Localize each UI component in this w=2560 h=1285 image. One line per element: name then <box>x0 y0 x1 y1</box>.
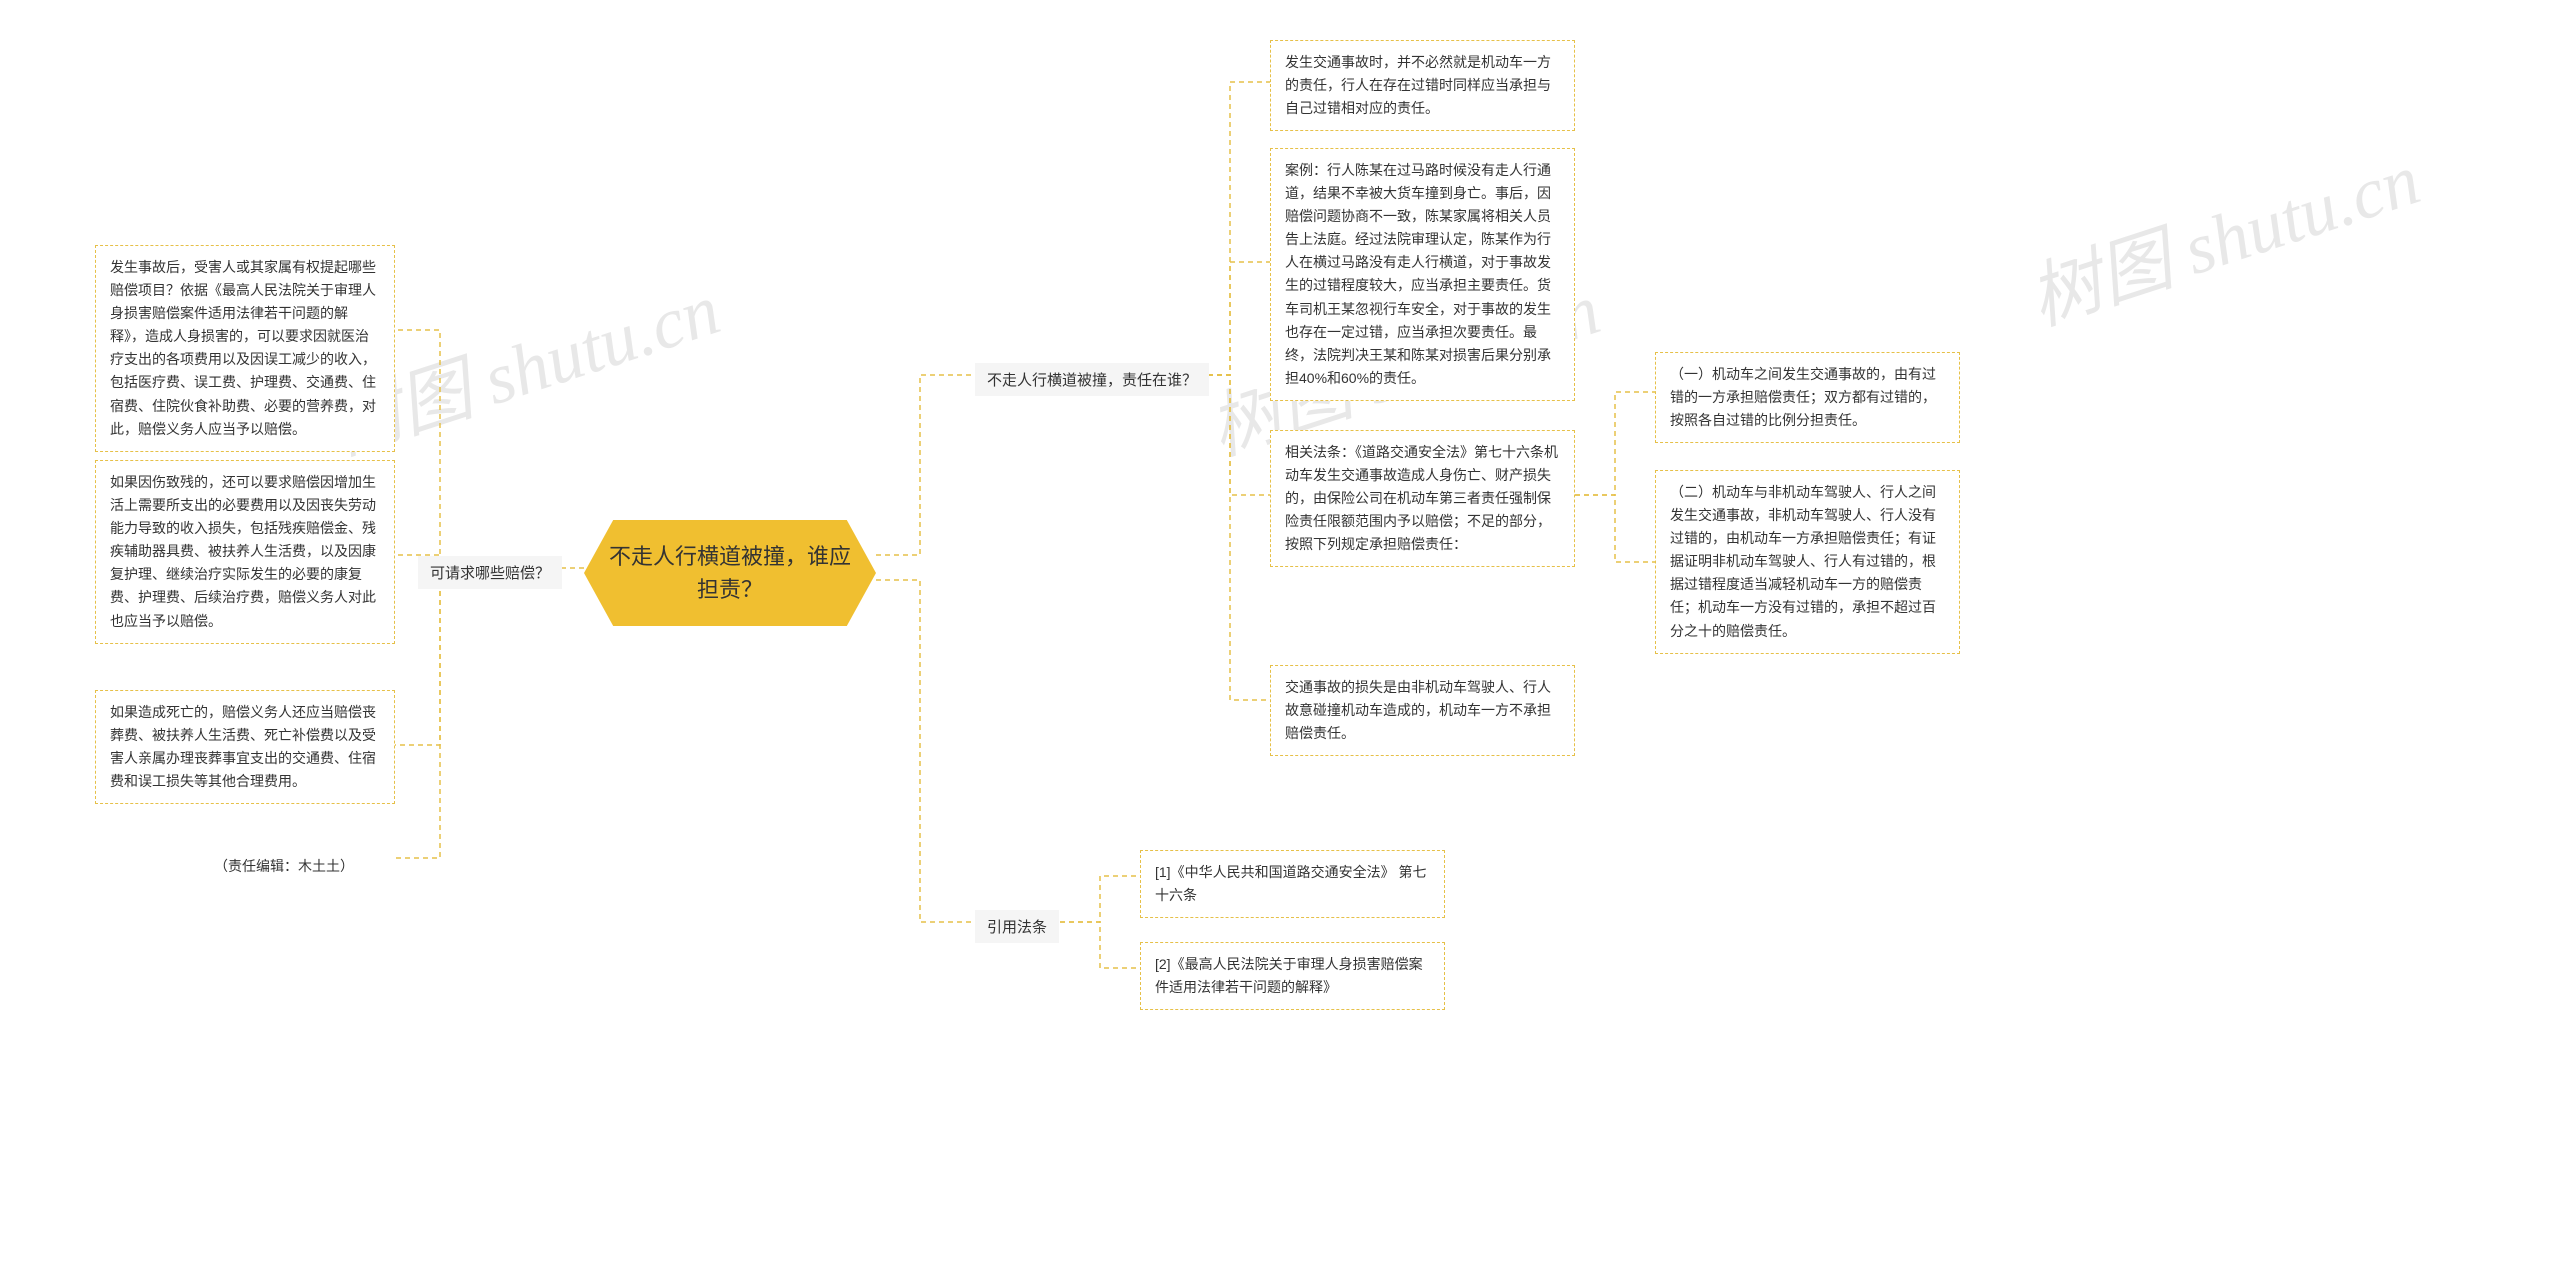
leaf-r1-3: 相关法条：《道路交通安全法》第七十六条机动车发生交通事故造成人身伤亡、财产损失的… <box>1270 430 1575 567</box>
leaf-r1-3-s2: （二）机动车与非机动车驾驶人、行人之间发生交通事故，非机动车驾驶人、行人没有过错… <box>1655 470 1960 654</box>
root-node: 不走人行横道被撞，谁应担责？ <box>584 520 876 626</box>
branch-left: 可请求哪些赔偿？ <box>418 556 562 589</box>
leaf-left-3: 如果造成死亡的，赔偿义务人还应当赔偿丧葬费、被扶养人生活费、死亡补偿费以及受害人… <box>95 690 395 804</box>
leaf-r1-2: 案例：行人陈某在过马路时候没有走人行通道，结果不幸被大货车撞到身亡。事后，因赔偿… <box>1270 148 1575 401</box>
leaf-left-4: （责任编辑：木土土） <box>200 845 395 888</box>
leaf-left-1: 发生事故后，受害人或其家属有权提起哪些赔偿项目？依据《最高人民法院关于审理人身损… <box>95 245 395 452</box>
leaf-left-2: 如果因伤致残的，还可以要求赔偿因增加生活上需要所支出的必要费用以及因丧失劳动能力… <box>95 460 395 644</box>
leaf-r1-1: 发生交通事故时，并不必然就是机动车一方的责任，行人在存在过错时同样应当承担与自己… <box>1270 40 1575 131</box>
leaf-r2-2: [2]《最高人民法院关于审理人身损害赔偿案件适用法律若干问题的解释》 <box>1140 942 1445 1010</box>
watermark: 树图 shutu.cn <box>2014 120 2431 345</box>
leaf-r1-3-s1: （一）机动车之间发生交通事故的，由有过错的一方承担赔偿责任；双方都有过错的，按照… <box>1655 352 1960 443</box>
leaf-r1-4: 交通事故的损失是由非机动车驾驶人、行人故意碰撞机动车造成的，机动车一方不承担赔偿… <box>1270 665 1575 756</box>
branch-right-1: 不走人行横道被撞，责任在谁？ <box>975 363 1209 396</box>
leaf-r2-1: [1]《中华人民共和国道路交通安全法》 第七十六条 <box>1140 850 1445 918</box>
branch-right-2: 引用法条 <box>975 910 1059 943</box>
